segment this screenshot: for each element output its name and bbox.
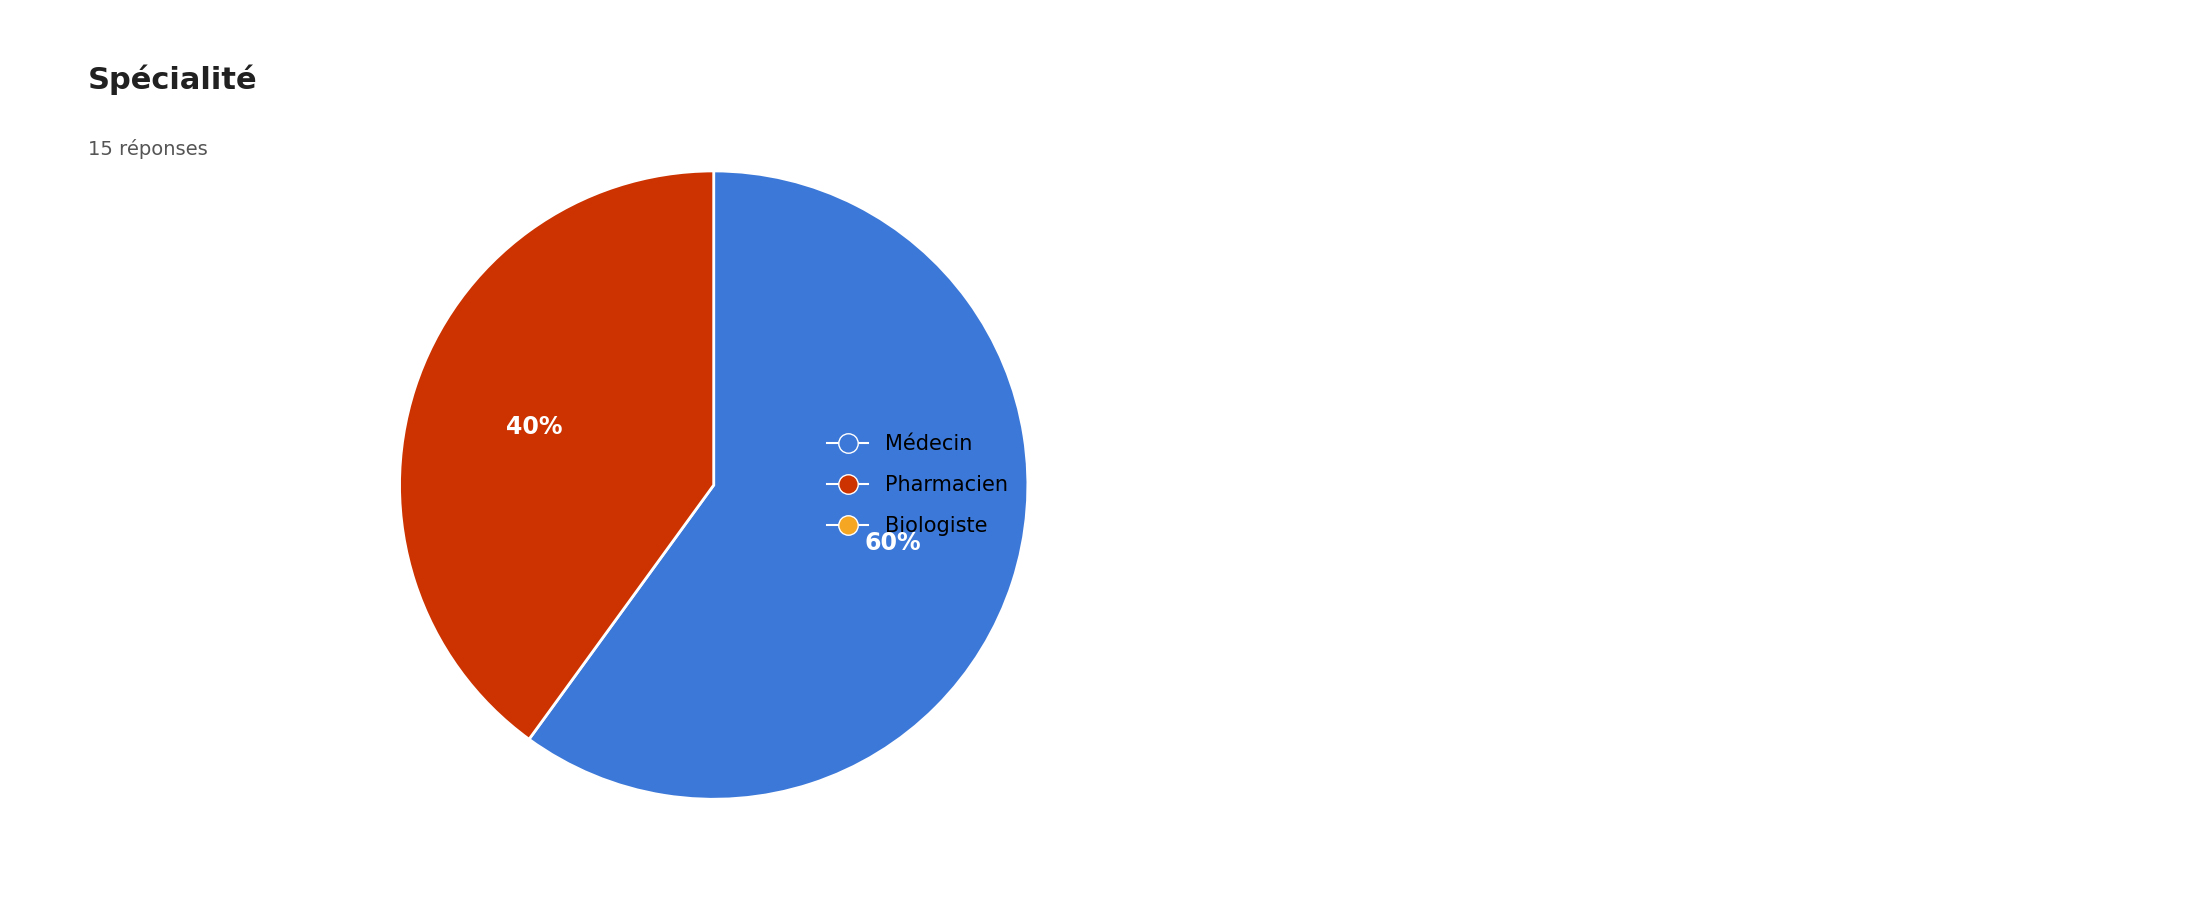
Text: 15 réponses: 15 réponses [88,139,209,159]
Text: 40%: 40% [507,415,562,439]
Wedge shape [400,171,714,739]
Text: 60%: 60% [865,531,922,555]
Wedge shape [529,171,1028,799]
Legend: Médecin, Pharmacien, Biologiste: Médecin, Pharmacien, Biologiste [819,426,1017,544]
Text: Spécialité: Spécialité [88,65,257,95]
